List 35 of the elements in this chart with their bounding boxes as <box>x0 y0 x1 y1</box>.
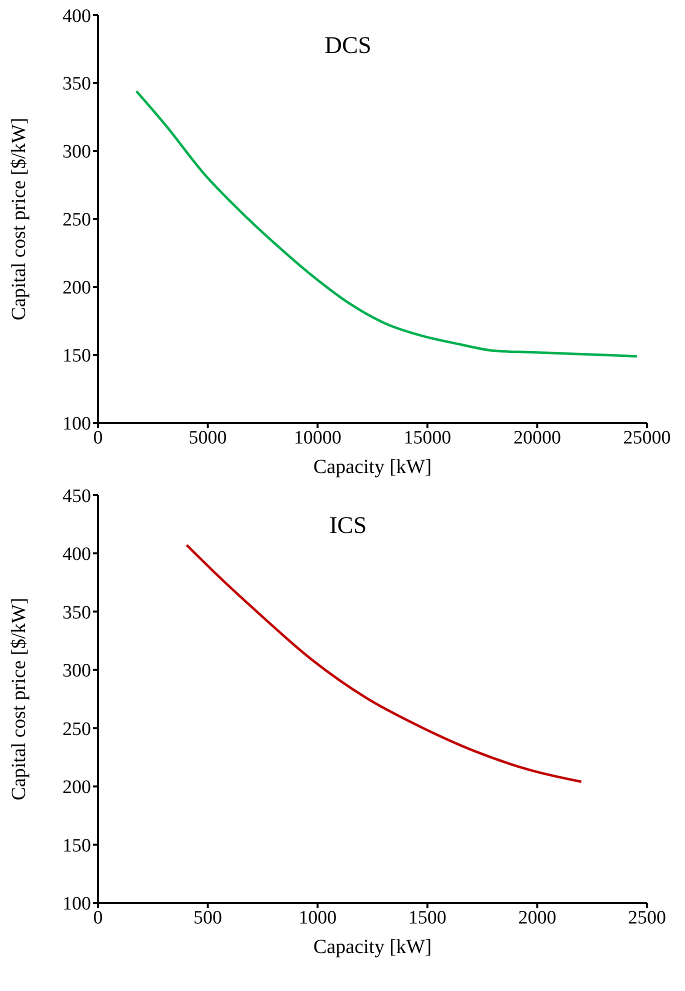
y-tick-label: 400 <box>62 544 91 566</box>
x-tick-label: 10000 <box>294 427 342 448</box>
x-axis-title: Capacity [kW] <box>313 936 432 958</box>
y-tick-label: 100 <box>62 414 91 435</box>
x-axis-title: Capacity [kW] <box>313 456 432 478</box>
y-tick-label: 200 <box>62 777 91 798</box>
y-tick-label: 400 <box>62 6 91 27</box>
y-axis-title: Capital cost price [$/kW] <box>8 598 30 800</box>
line-series <box>185 544 583 784</box>
text: DCS <box>324 33 372 59</box>
y-tick-label: 200 <box>62 278 91 299</box>
y-tick-label: 100 <box>62 894 91 915</box>
y-axis-title: Capital cost price [$/kW] <box>8 118 30 320</box>
text: ICS <box>329 513 367 539</box>
x-tick-label: 2000 <box>518 907 556 928</box>
y-tick-label: 450 <box>62 486 91 507</box>
x-tick-label: 15000 <box>404 427 452 448</box>
x-tick-label: 5000 <box>188 427 227 448</box>
y-tick-label: 350 <box>62 74 91 95</box>
x-tick-label: 1500 <box>408 907 446 928</box>
x-tick-label: 500 <box>194 907 222 928</box>
x-tick-label: 0 <box>93 907 103 928</box>
y-tick-label: 250 <box>62 718 91 740</box>
y-tick-label: 350 <box>62 602 91 624</box>
x-tick-label: 1000 <box>298 907 337 928</box>
y-tick-label: 300 <box>62 660 91 682</box>
y-tick-label: 150 <box>62 835 91 856</box>
y-tick-label: 150 <box>62 346 91 367</box>
y-tick-label: 300 <box>62 142 91 163</box>
x-tick-label: 0 <box>93 427 103 448</box>
x-tick-label: 2500 <box>628 907 666 928</box>
x-tick-label: 25000 <box>623 427 671 448</box>
y-tick-label: 250 <box>62 210 91 231</box>
line-series <box>135 90 638 358</box>
x-tick-label: 20000 <box>513 427 561 448</box>
